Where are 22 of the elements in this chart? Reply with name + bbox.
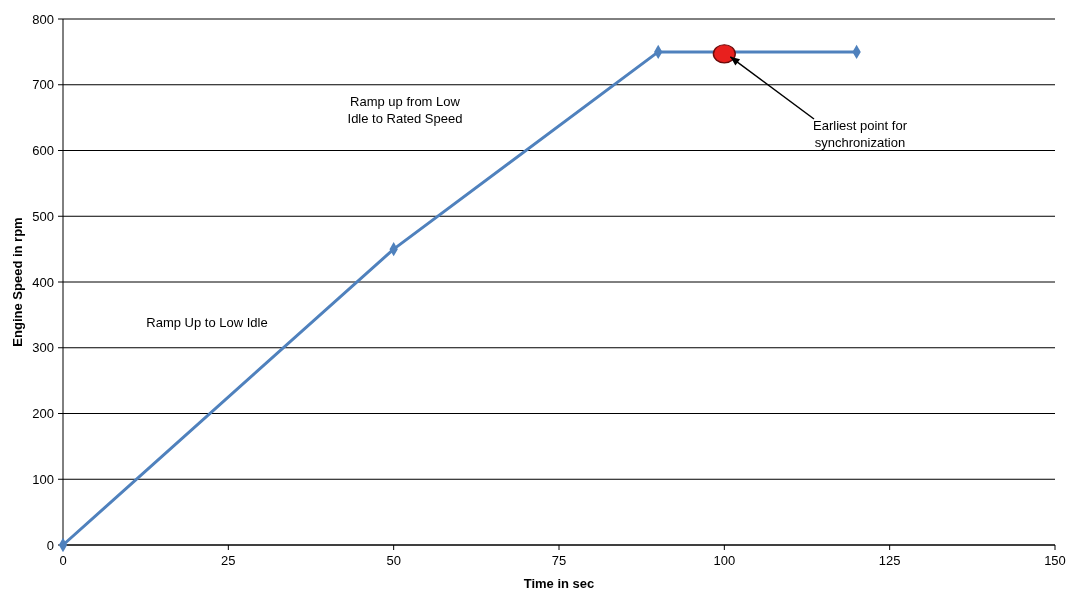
annotation: Earliest point for synchronization xyxy=(813,118,908,150)
y-tick-label: 200 xyxy=(32,406,54,422)
x-tick-label: 50 xyxy=(386,553,401,568)
annotation: Ramp up from Low Idle to Rated Speed xyxy=(347,93,463,126)
x-tick-label: 150 xyxy=(1044,553,1066,568)
y-tick-label: 500 xyxy=(32,208,54,224)
annotation: Ramp Up to Low Idle xyxy=(146,315,268,330)
y-tick-label: 700 xyxy=(32,77,54,93)
y-axis-title: Engine Speed in rpm xyxy=(10,217,25,347)
y-tick-label: 0 xyxy=(46,537,54,553)
y-tick-label: 100 xyxy=(32,471,54,487)
y-tick-label: 600 xyxy=(32,143,54,159)
x-tick-label: 0 xyxy=(59,553,67,568)
x-tick-label: 125 xyxy=(878,553,901,568)
point xyxy=(712,44,736,64)
x-tick-label: 25 xyxy=(221,553,236,568)
x-axis-title: Time in sec xyxy=(523,576,595,591)
x-tick-label: 100 xyxy=(713,553,736,568)
y-tick-label: 800 xyxy=(32,11,54,27)
y-tick-label: 300 xyxy=(32,340,54,356)
x-tick-label: 75 xyxy=(551,553,567,568)
y-tick-label: 400 xyxy=(32,274,54,290)
